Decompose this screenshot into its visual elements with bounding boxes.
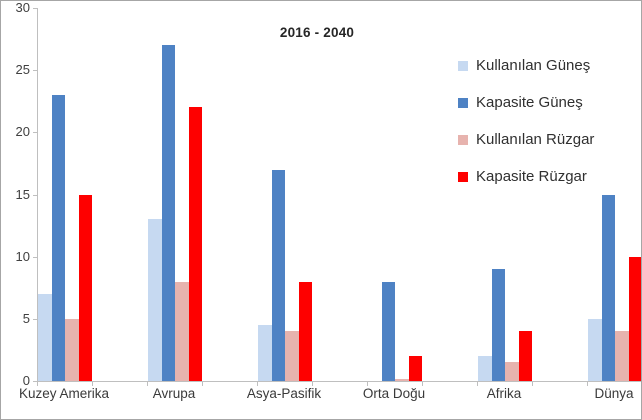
- y-tick-mark: [33, 381, 37, 382]
- category-label: Afrika: [486, 386, 522, 401]
- category-label: Kuzey Amerika: [18, 386, 110, 401]
- y-tick-label: 0: [22, 373, 30, 388]
- bar-kapasite-r-zgar: [298, 281, 312, 381]
- x-tick-mark: [202, 382, 203, 386]
- chart-title: 2016 - 2040: [279, 25, 355, 40]
- y-tick-mark: [33, 194, 37, 196]
- category-label: Asya-Pasifik: [246, 386, 322, 401]
- y-tick-mark: [33, 256, 37, 258]
- x-tick-mark: [257, 382, 258, 386]
- x-tick-mark: [37, 382, 38, 386]
- x-tick-mark: [422, 382, 423, 386]
- bar-kullan-lan-r-zgar: [505, 362, 519, 381]
- bar-group: [588, 8, 641, 381]
- plot-area: [37, 8, 641, 382]
- legend-item: Kapasite Güneş: [458, 92, 594, 113]
- bar-kullan-lan-r-zgar: [285, 331, 299, 381]
- bar-kullan-lan-r-zgar: [65, 318, 79, 381]
- x-tick-mark: [532, 382, 533, 386]
- x-tick-mark: [367, 382, 368, 386]
- x-tick-mark: [477, 382, 478, 386]
- legend-label: Kullanılan Güneş: [476, 57, 591, 74]
- legend-item: Kullanılan Rüzgar: [458, 129, 594, 150]
- legend-label: Kullanılan Rüzgar: [476, 131, 595, 148]
- y-tick-label: 5: [22, 310, 30, 326]
- y-tick-mark: [33, 132, 37, 134]
- bar-kullan-lan-r-zgar: [175, 281, 189, 381]
- bar-kapasite-g-ne-: [601, 194, 615, 381]
- bar-kapasite-r-zgar: [188, 107, 202, 381]
- x-tick-mark: [92, 382, 93, 386]
- legend-swatch-icon: [458, 97, 468, 108]
- bar-kullan-lan-g-ne-: [38, 293, 52, 381]
- bar-kapasite-r-zgar: [408, 356, 422, 381]
- bar-kullan-lan-r-zgar: [615, 331, 629, 381]
- y-tick-label: 30: [15, 0, 30, 15]
- bar-group: [148, 8, 202, 381]
- legend-label: Kapasite Rüzgar: [476, 168, 587, 185]
- legend-item: Kullanılan Güneş: [458, 55, 594, 76]
- bar-kullan-lan-g-ne-: [258, 325, 272, 381]
- y-tick-mark: [33, 318, 37, 320]
- y-tick-mark: [33, 70, 37, 72]
- bar-kullan-lan-g-ne-: [148, 219, 162, 381]
- bar-kapasite-r-zgar: [518, 331, 532, 381]
- y-tick-mark: [33, 8, 37, 9]
- category-label: Avrupa: [152, 386, 196, 401]
- bar-kullan-lan-g-ne-: [478, 356, 492, 381]
- bar-kapasite-r-zgar: [78, 194, 92, 381]
- bar-group: [258, 8, 312, 381]
- y-tick-label: 10: [15, 248, 30, 264]
- bar-kapasite-g-ne-: [381, 281, 395, 381]
- legend: Kullanılan Güneş Kapasite Güneş Kullanılan…: [458, 55, 594, 203]
- legend-swatch-icon: [458, 134, 468, 145]
- y-tick-label: 25: [15, 62, 30, 78]
- bar-kullan-lan-g-ne-: [588, 318, 602, 381]
- bar-kapasite-g-ne-: [51, 95, 65, 381]
- legend-swatch-icon: [458, 171, 468, 182]
- y-tick-label: 15: [15, 186, 30, 202]
- bar-kapasite-r-zgar: [628, 256, 641, 381]
- legend-swatch-icon: [458, 60, 468, 71]
- bar-kapasite-g-ne-: [491, 269, 505, 381]
- bar-group: [368, 8, 422, 381]
- category-label: Dünya: [594, 386, 634, 401]
- legend-item: Kapasite Rüzgar: [458, 166, 594, 187]
- y-tick-label: 20: [15, 124, 30, 140]
- x-tick-mark: [312, 382, 313, 386]
- bar-kullan-lan-r-zgar: [395, 378, 409, 381]
- bar-kapasite-g-ne-: [271, 169, 285, 381]
- bar-group: [38, 8, 92, 381]
- x-tick-mark: [147, 382, 148, 386]
- legend-label: Kapasite Güneş: [476, 94, 583, 111]
- bar-kapasite-g-ne-: [161, 45, 175, 381]
- bar-group: [478, 8, 532, 381]
- x-tick-mark: [587, 382, 588, 386]
- category-label: Orta Doğu: [362, 386, 426, 401]
